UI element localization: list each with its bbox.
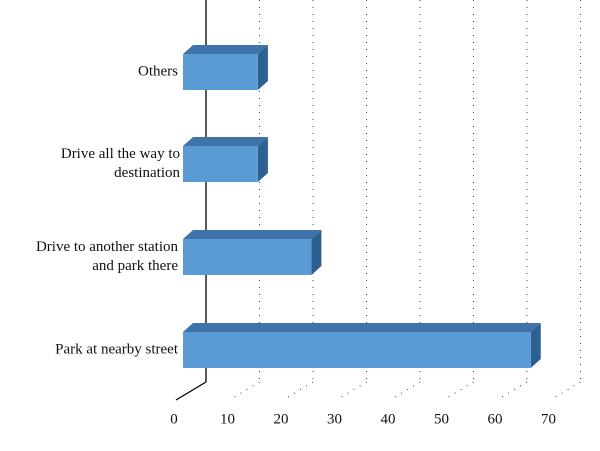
grid-line <box>389 381 421 401</box>
y-tick-label: Others <box>138 63 178 80</box>
x-tick-label: 0 <box>170 411 178 427</box>
bar <box>183 332 531 368</box>
bar-top <box>183 323 541 332</box>
grid-line <box>229 381 260 401</box>
x-tick-label: 60 <box>488 411 503 427</box>
bar-top <box>183 137 268 146</box>
grid-line <box>282 381 314 401</box>
bar <box>183 146 258 182</box>
y-tick-label: Drive to another station and park there <box>35 239 178 274</box>
x-tick-label: 20 <box>274 411 289 427</box>
x-tick-label: 70 <box>541 411 556 427</box>
bar-side <box>311 230 322 275</box>
grid-line <box>336 381 367 401</box>
x-tick-label: 40 <box>381 411 396 427</box>
bar-top <box>183 45 268 54</box>
x-tick-label: 10 <box>220 411 235 427</box>
bar <box>183 54 258 90</box>
y-tick-label: Park at nearby street <box>55 341 178 358</box>
bar-side <box>257 45 268 90</box>
grid-line <box>550 381 581 401</box>
grid-line <box>496 381 528 401</box>
bar-side <box>257 137 268 182</box>
bar-top <box>183 230 322 239</box>
bar-side <box>530 323 541 368</box>
bar <box>183 239 312 275</box>
x-tick-label: 30 <box>327 411 342 427</box>
x-tick-label: 50 <box>434 411 449 427</box>
grid-line <box>443 381 474 401</box>
axis-line <box>175 381 207 401</box>
y-tick-label: Drive all the way to destination <box>60 146 180 181</box>
